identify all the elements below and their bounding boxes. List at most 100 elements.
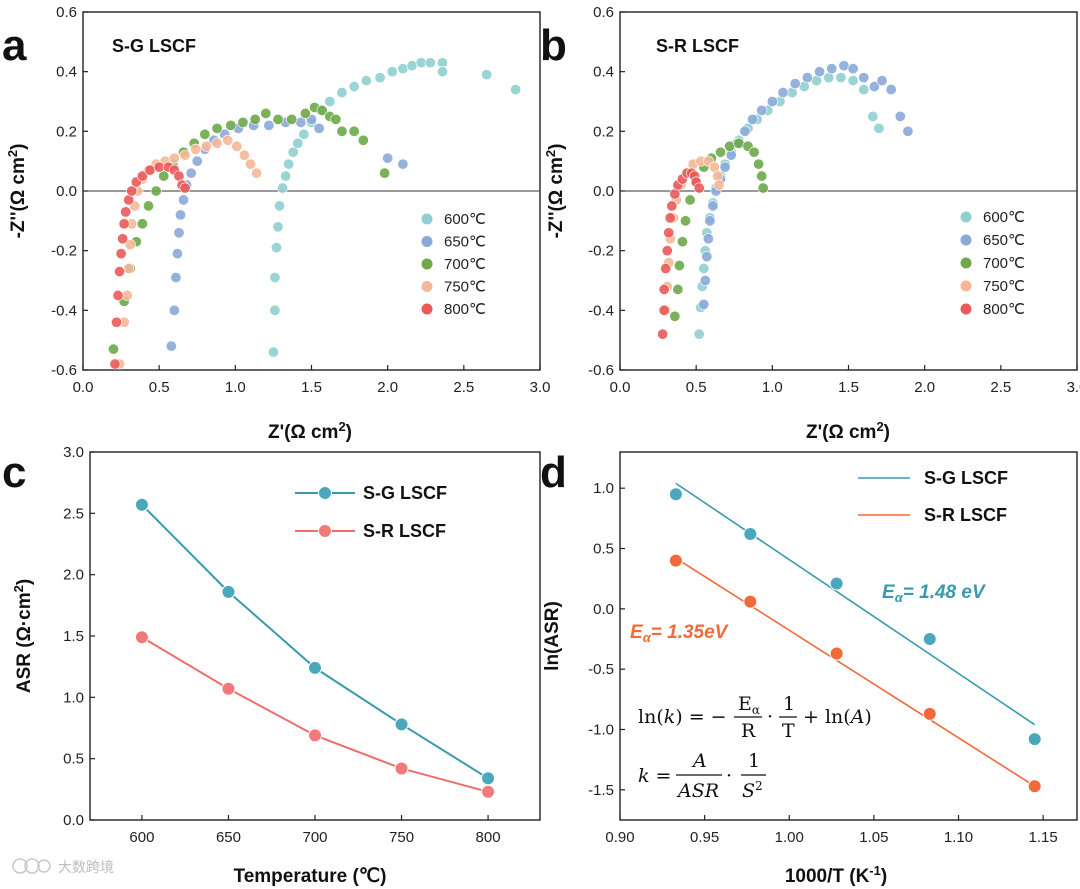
- panel-d-arrhenius-plot: 1000/T (K-1) ln(ASR) ln(k) = − Eα R · 1 …: [542, 451, 1078, 887]
- data-point-700℃: [336, 125, 348, 137]
- rate-constant-equation: k = A ASR · 1 S2: [638, 750, 766, 802]
- data-point-800℃: [657, 328, 669, 340]
- arrhenius-equation: ln(k) = − Eα R · 1 T + ln(A): [638, 693, 872, 742]
- data-point-750℃: [190, 143, 202, 155]
- y-tick-label: 0.0: [593, 601, 614, 618]
- legend-label: 650℃: [983, 232, 1025, 249]
- data-point-800℃: [109, 358, 121, 370]
- x-tick-label: 0.0: [73, 379, 94, 396]
- data-point-650℃: [168, 304, 180, 316]
- data-point-600℃: [348, 81, 360, 93]
- data-point-600℃: [510, 84, 522, 96]
- data-point-750℃: [179, 149, 191, 161]
- data-point-600℃: [277, 182, 289, 194]
- data-point-600℃: [287, 146, 299, 158]
- panel-c-frame: [89, 451, 541, 821]
- series-line-S-R LSCF: [141, 636, 489, 793]
- data-point-650℃: [801, 72, 813, 84]
- data-point-750℃: [231, 140, 243, 152]
- y-tick-label: -0.2: [588, 243, 614, 260]
- ea-symbol-sr: E: [630, 622, 644, 643]
- data-point-750℃: [211, 137, 223, 149]
- data-point-S-R LSCF: [668, 553, 683, 568]
- data-point-600℃: [360, 75, 372, 87]
- data-point-650℃: [777, 87, 789, 99]
- watermark-logo-icon: [12, 858, 51, 874]
- data-point-800℃: [179, 182, 191, 194]
- data-point-600℃: [267, 346, 279, 358]
- y-tick-label: 3.0: [63, 444, 84, 461]
- data-point-650℃: [838, 60, 850, 72]
- panel-c-ylabel: ASR (Ω·cm2): [11, 579, 35, 693]
- y-tick-label: 0.0: [63, 812, 84, 829]
- data-point-750℃: [238, 149, 250, 161]
- data-point-650℃: [178, 194, 190, 206]
- data-point-650℃: [894, 110, 906, 122]
- legend-label: 700℃: [983, 255, 1025, 272]
- data-point-S-G LSCF: [308, 660, 322, 675]
- data-point-600℃: [437, 66, 449, 78]
- data-point-650℃: [876, 75, 888, 87]
- ea-label-sg: Eα= 1.48 eV: [882, 582, 986, 605]
- data-point-650℃: [191, 155, 203, 167]
- legend-marker: [421, 236, 433, 247]
- data-point-750℃: [222, 134, 234, 146]
- data-point-750℃: [123, 263, 135, 275]
- data-point-650℃: [397, 158, 409, 170]
- panel-a-xlabel: Z'(Ω cm2): [268, 419, 352, 443]
- data-point-S-R LSCF: [922, 706, 937, 721]
- data-point-600℃: [693, 328, 705, 340]
- data-point-650℃: [902, 125, 914, 137]
- x-tick-label: 1.05: [859, 829, 888, 846]
- data-point-650℃: [263, 119, 275, 131]
- svg-text:T: T: [782, 720, 795, 742]
- data-point-700℃: [158, 170, 170, 182]
- legend-label: 800℃: [983, 301, 1025, 318]
- ea-value-sr: = 1.35eV: [651, 622, 729, 643]
- data-point-800℃: [661, 245, 673, 257]
- data-point-700℃: [150, 185, 162, 197]
- data-point-750℃: [251, 167, 263, 179]
- data-point-700℃: [237, 116, 249, 128]
- y-tick-label: 0.2: [593, 123, 614, 140]
- x-tick-label: 2.0: [377, 379, 398, 396]
- data-point-700℃: [299, 107, 311, 119]
- data-point-700℃: [757, 182, 769, 194]
- data-point-S-G LSCF: [481, 771, 496, 786]
- data-point-600℃: [847, 75, 859, 87]
- data-point-800℃: [693, 182, 705, 194]
- data-point-800℃: [136, 170, 148, 182]
- data-point-650℃: [173, 227, 185, 239]
- x-tick-label: 1.0: [225, 379, 246, 396]
- data-point-600℃: [698, 263, 710, 275]
- data-point-S-R LSCF: [829, 646, 844, 661]
- data-point-800℃: [120, 206, 132, 218]
- fit-line-S-R LSCF: [675, 557, 1036, 787]
- data-point-600℃: [397, 63, 409, 75]
- data-point-600℃: [386, 66, 398, 78]
- data-point-800℃: [660, 263, 672, 275]
- data-point-700℃: [669, 310, 681, 322]
- panel-label-c: c: [2, 448, 26, 497]
- data-point-800℃: [666, 200, 678, 212]
- data-point-700℃: [260, 107, 272, 119]
- data-point-600℃: [269, 304, 281, 316]
- legend-label: S-G LSCF: [363, 483, 447, 503]
- panel-b-nyquist-plot: S-R LSCF Z'(Ω cm2) -Z''(Ω cm2) 0.0 0.5 1.0…: [543, 4, 1080, 443]
- data-point-700℃: [330, 113, 342, 125]
- x-tick-label: 0.90: [605, 829, 634, 846]
- legend-label: S-R LSCF: [924, 505, 1007, 525]
- x-tick-label: 1.10: [944, 829, 973, 846]
- y-tick-label: 0.5: [63, 751, 84, 768]
- data-point-650℃: [382, 152, 394, 164]
- panel-b-xlabel: Z'(Ω cm2): [806, 419, 890, 443]
- y-tick-label: -0.4: [51, 302, 77, 319]
- data-point-700℃: [673, 260, 685, 272]
- legend-label: 750℃: [444, 279, 486, 296]
- y-tick-label: 0.0: [593, 183, 614, 200]
- data-point-700℃: [733, 137, 745, 149]
- y-tick-label: 0.6: [593, 4, 614, 21]
- y-tick-label: 0.4: [56, 64, 77, 81]
- data-point-600℃: [270, 242, 282, 254]
- svg-text:S2: S2: [742, 779, 763, 802]
